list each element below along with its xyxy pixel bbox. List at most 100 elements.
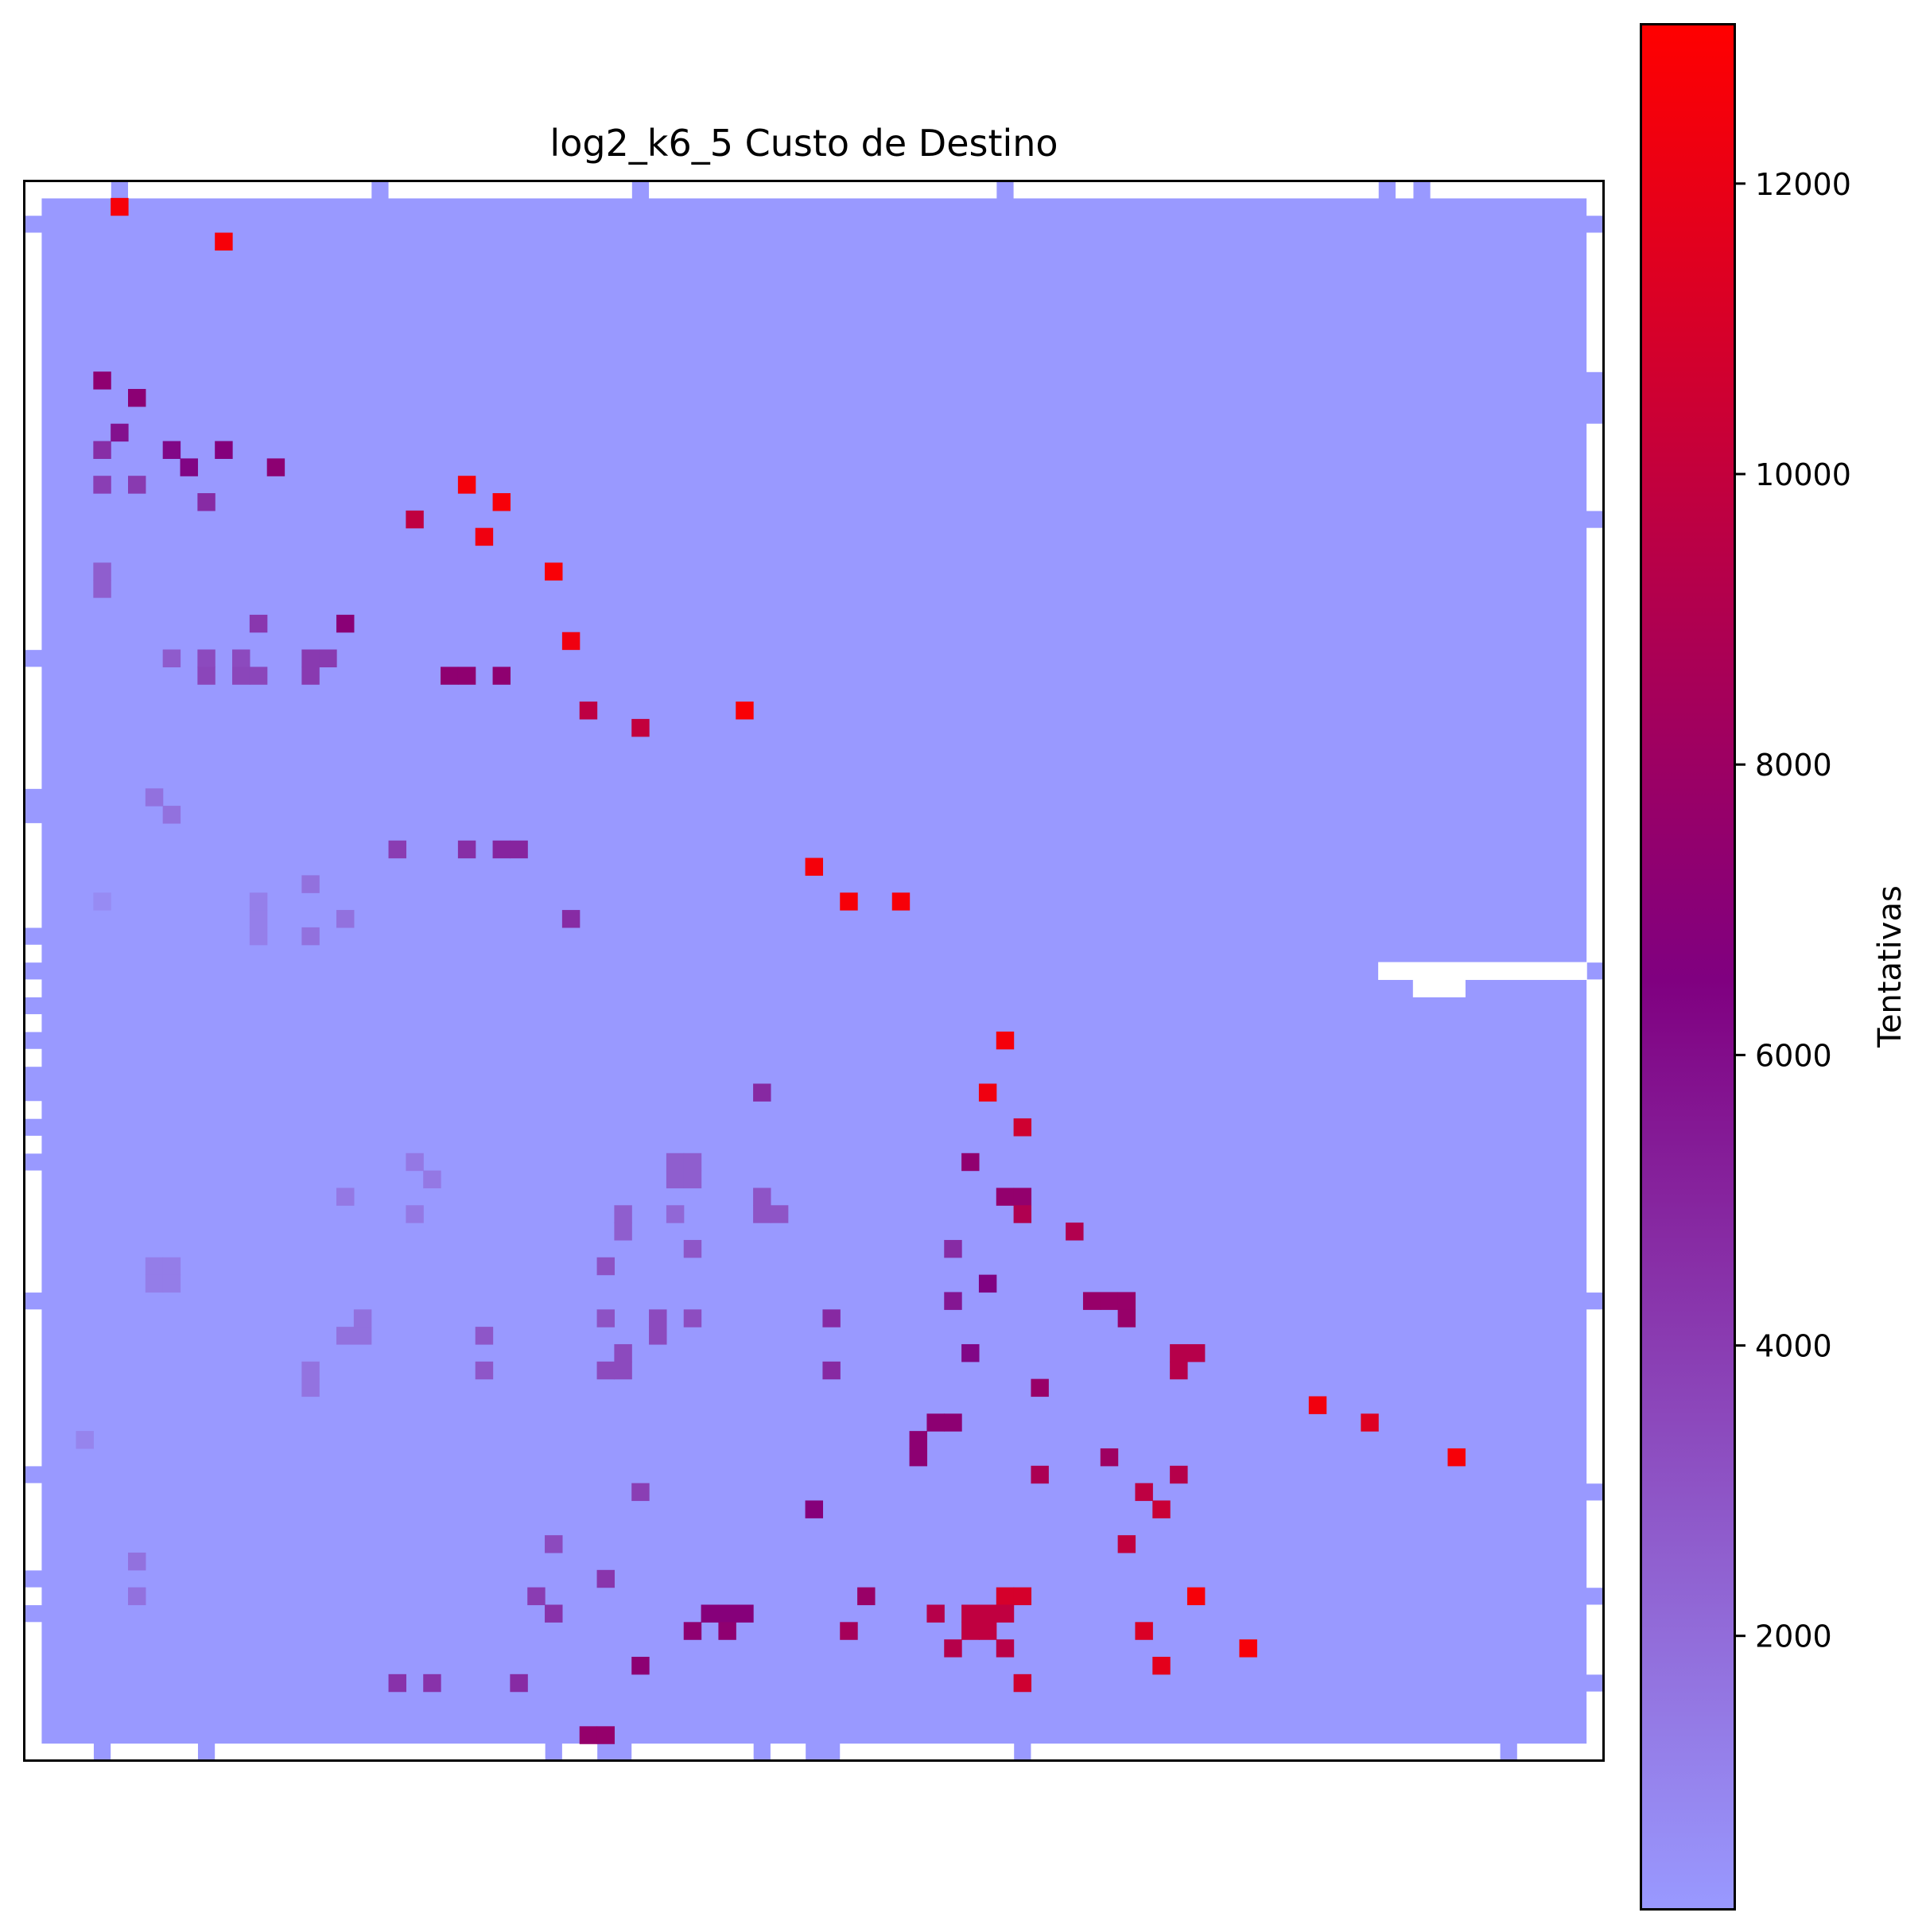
heatmap-cell — [1013, 1188, 1032, 1206]
colorbar-tick-label: 8000 — [1755, 748, 1832, 783]
heatmap-cell — [1186, 1587, 1206, 1606]
heatmap-empty-cell — [24, 181, 42, 199]
heatmap-empty-cell — [24, 1014, 42, 1032]
heatmap-cell — [579, 702, 598, 720]
colorbar-frame — [1640, 23, 1736, 1911]
heatmap-empty-cell — [649, 181, 997, 199]
heatmap-cell — [301, 875, 320, 893]
heatmap-cell — [249, 667, 268, 685]
heatmap-cell — [1186, 1343, 1206, 1363]
heatmap-cell — [301, 667, 320, 685]
heatmap-empty-cell — [24, 1622, 42, 1744]
heatmap-cell — [249, 614, 268, 633]
plot-area — [24, 181, 1605, 1762]
heatmap-cell — [266, 458, 285, 476]
heatmap-empty-cell — [1586, 1500, 1605, 1588]
heatmap-cell — [718, 1604, 736, 1623]
heatmap-cell — [1013, 1587, 1032, 1606]
heatmap-cell — [614, 1205, 632, 1223]
colorbar: 2000 4000 6000 8000 10000 12000 Tentativas — [1640, 23, 1909, 1911]
heatmap-cell — [596, 1726, 615, 1744]
heatmap-cell — [336, 614, 355, 633]
heatmap-cell — [1100, 1448, 1119, 1467]
heatmap-cell — [162, 1257, 181, 1276]
colorbar-tick-label: 6000 — [1755, 1038, 1832, 1073]
heatmap-cell — [1117, 1309, 1136, 1328]
heatmap-cell — [388, 840, 406, 859]
heatmap-cell — [753, 1083, 771, 1102]
heatmap-cell — [944, 1639, 962, 1658]
heatmap-empty-cell — [24, 1743, 94, 1762]
heatmap-cell — [353, 1327, 372, 1345]
heatmap-cell — [232, 649, 250, 667]
heatmap-cell — [649, 1309, 667, 1328]
heatmap-cell — [1135, 1622, 1153, 1640]
heatmap-cell — [718, 1622, 736, 1640]
heatmap-cell — [683, 1309, 702, 1328]
heatmap-cell — [388, 1673, 406, 1693]
heatmap-empty-cell — [24, 1309, 42, 1467]
heatmap-cell — [406, 1205, 424, 1223]
heatmap-cell — [1066, 1223, 1084, 1241]
heatmap-cell — [128, 389, 146, 407]
heatmap-empty-cell — [1412, 979, 1466, 997]
heatmap-cell — [301, 1378, 320, 1397]
heatmap-cell — [145, 1274, 164, 1293]
plot-frame — [23, 180, 1605, 1762]
heatmap-cell — [770, 1205, 789, 1223]
heatmap-cell — [93, 580, 111, 598]
heatmap-cell — [336, 910, 355, 928]
heatmap-cell — [423, 1673, 441, 1693]
heatmap-cell — [926, 1604, 945, 1623]
heatmap-empty-cell — [1586, 423, 1605, 511]
heatmap-cell — [93, 476, 111, 494]
colorbar-tick-label: 2000 — [1755, 1619, 1832, 1654]
heatmap-cell — [93, 892, 111, 911]
heatmap-cell — [614, 1343, 632, 1363]
heatmap-cell — [545, 1604, 563, 1623]
heatmap-empty-cell — [1378, 962, 1587, 981]
heatmap-cell — [475, 1327, 494, 1345]
heatmap-cell — [76, 1431, 94, 1449]
heatmap-cell — [753, 1188, 771, 1206]
heatmap-cell — [128, 476, 146, 494]
heatmap-cell — [978, 1274, 997, 1293]
heatmap-cell — [666, 1205, 685, 1223]
heatmap-cell — [944, 1292, 962, 1310]
heatmap-empty-cell — [1586, 1604, 1605, 1675]
heatmap-cell — [944, 1239, 962, 1258]
heatmap-cell — [1239, 1639, 1257, 1658]
heatmap-cell — [510, 840, 528, 859]
heatmap-cell — [1170, 1465, 1188, 1484]
heatmap-cell — [1013, 1673, 1032, 1693]
heatmap-empty-cell — [24, 1101, 42, 1119]
heatmap-cell — [249, 892, 268, 911]
heatmap-cell — [596, 1257, 615, 1276]
heatmap-empty-cell — [1586, 232, 1605, 372]
heatmap-cell — [336, 1327, 355, 1345]
heatmap-cell — [545, 1535, 563, 1553]
heatmap-empty-cell — [1516, 1743, 1605, 1762]
heatmap-cell — [319, 649, 337, 667]
heatmap-cell — [683, 1153, 702, 1172]
heatmap-cell — [596, 1361, 615, 1380]
heatmap-empty-cell — [1586, 527, 1605, 963]
heatmap-cell — [406, 1153, 424, 1172]
heatmap-cell — [1117, 1292, 1136, 1310]
heatmap-empty-cell — [111, 1743, 198, 1762]
heatmap-cell — [457, 476, 476, 494]
heatmap-cell — [666, 1153, 685, 1172]
heatmap-cell — [301, 927, 320, 946]
heatmap-cell — [128, 1552, 146, 1571]
heatmap-cell — [1031, 1465, 1049, 1484]
heatmap-cell — [978, 1622, 997, 1640]
heatmap-empty-cell — [24, 822, 42, 928]
heatmap-cell — [1152, 1500, 1171, 1518]
heatmap-cell — [596, 1309, 615, 1328]
colorbar-tick-label: 10000 — [1755, 457, 1851, 492]
heatmap-empty-cell — [24, 1587, 42, 1606]
heatmap-cell — [1031, 1378, 1049, 1397]
heatmap-cell — [145, 1257, 164, 1276]
heatmap-empty-cell — [770, 1743, 806, 1762]
